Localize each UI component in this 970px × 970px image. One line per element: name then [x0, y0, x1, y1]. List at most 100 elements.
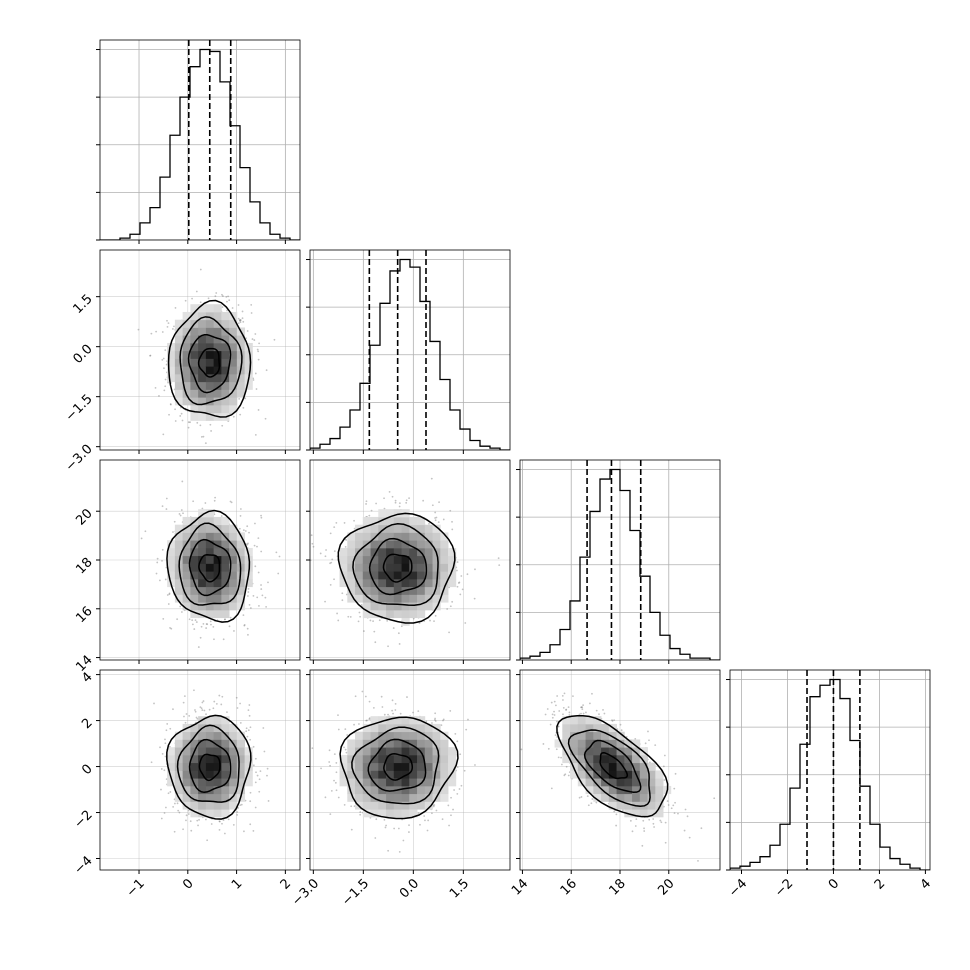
hist2d-cell	[655, 778, 664, 787]
hist2d-cell	[386, 762, 395, 771]
sample-point	[236, 707, 239, 709]
hist2d-cell	[393, 571, 402, 580]
sample-point	[195, 621, 198, 623]
hist2d-cell	[362, 547, 371, 557]
hist2d-cell	[608, 770, 617, 779]
hist2d-cell	[362, 723, 371, 733]
sample-point	[456, 740, 459, 743]
hist2d-cell	[585, 754, 594, 764]
hist2d-cell	[198, 778, 207, 787]
sample-point	[260, 550, 263, 553]
hist2d-cell	[386, 809, 395, 818]
hist2d-cell	[229, 747, 238, 756]
hist2d-cell	[355, 563, 364, 572]
sample-point	[184, 721, 187, 724]
sample-point	[226, 711, 228, 714]
hist2d-cell	[236, 358, 246, 367]
hist2d-cell	[190, 555, 199, 564]
sample-point	[387, 645, 389, 648]
hist2d-cell	[417, 723, 426, 733]
sample-point	[641, 844, 644, 847]
hist2d-cell	[198, 793, 207, 802]
hist2d-cell	[174, 389, 184, 398]
hist2d-cell	[182, 801, 191, 810]
hist2d-cell	[213, 404, 222, 414]
hist2d-cell	[190, 563, 199, 572]
hist2d-cell	[639, 793, 648, 802]
hist2d-cell	[409, 563, 418, 572]
sample-point	[458, 581, 461, 584]
sample-point	[254, 781, 257, 784]
hist2d-cell	[655, 785, 664, 795]
sample-point	[202, 622, 205, 625]
hist2d-cell	[174, 319, 184, 328]
sample-point	[393, 827, 396, 830]
sample-point	[229, 616, 232, 619]
sample-point	[329, 813, 332, 816]
hist2d-cell	[221, 723, 230, 733]
sample-point	[550, 701, 553, 704]
sample-point	[238, 319, 241, 322]
sample-point	[335, 762, 338, 764]
sample-point	[199, 636, 202, 639]
hist2d-cell	[393, 731, 402, 740]
sample-point	[253, 544, 256, 547]
hist2d-cell	[229, 586, 238, 595]
hist2d-cell	[190, 532, 199, 541]
sample-point	[187, 809, 190, 812]
sample-point	[578, 713, 581, 716]
sample-point	[551, 716, 554, 719]
hist2d-cell	[205, 373, 215, 383]
sample-point	[453, 789, 455, 791]
x-tick-label: 2	[872, 876, 888, 892]
sample-point	[179, 514, 182, 517]
hist2d-cell	[562, 754, 571, 764]
sample-point	[258, 342, 261, 345]
hist2d-cell	[213, 381, 222, 390]
sample-point	[603, 712, 606, 715]
hist2d-cell	[386, 547, 395, 557]
sample-point	[384, 826, 387, 829]
hist2d-cell	[440, 594, 449, 603]
hist2d-cell	[167, 563, 176, 572]
sample-point	[368, 718, 371, 721]
sample-point	[254, 372, 257, 375]
sample-point	[374, 837, 377, 839]
hist2d-cell	[198, 304, 207, 313]
hist2d-cell	[229, 358, 238, 367]
panel-frame	[309, 459, 511, 661]
sample-point	[243, 624, 246, 627]
hist2d-cell	[355, 571, 364, 580]
sample-point	[223, 832, 226, 835]
sample-point	[237, 304, 240, 306]
sample-point	[615, 824, 618, 827]
hist2d-cell	[370, 571, 379, 580]
contour-level-1	[367, 738, 427, 792]
hist2d-cell	[417, 731, 426, 740]
hist2d-cell	[378, 586, 387, 595]
panel-content	[310, 670, 510, 870]
hist2d-cell	[182, 532, 191, 541]
sample-point	[613, 719, 616, 722]
sample-point	[254, 757, 257, 760]
hist2d-cell	[624, 770, 633, 779]
sample-point	[174, 420, 177, 422]
hist2d-cell	[647, 785, 656, 795]
hist2d-cell	[639, 770, 648, 779]
hist2d-cell	[229, 555, 238, 564]
hist2d-cell	[167, 571, 176, 580]
sample-point	[242, 614, 245, 617]
sample-point	[159, 746, 161, 749]
hist2d-cell	[593, 793, 602, 802]
sample-point	[434, 519, 437, 522]
hist2d-cell	[229, 731, 238, 740]
hist2d-cell	[190, 304, 199, 313]
hist2d-cell	[205, 524, 215, 533]
hist2d-cell	[440, 571, 449, 580]
hist2d-cell	[370, 532, 379, 541]
hist2d-cell	[174, 785, 184, 795]
x-tick-label: 18	[607, 876, 629, 898]
hist2d-cell	[174, 350, 184, 359]
sample-point	[258, 778, 261, 781]
hist2d-cell	[221, 770, 230, 779]
